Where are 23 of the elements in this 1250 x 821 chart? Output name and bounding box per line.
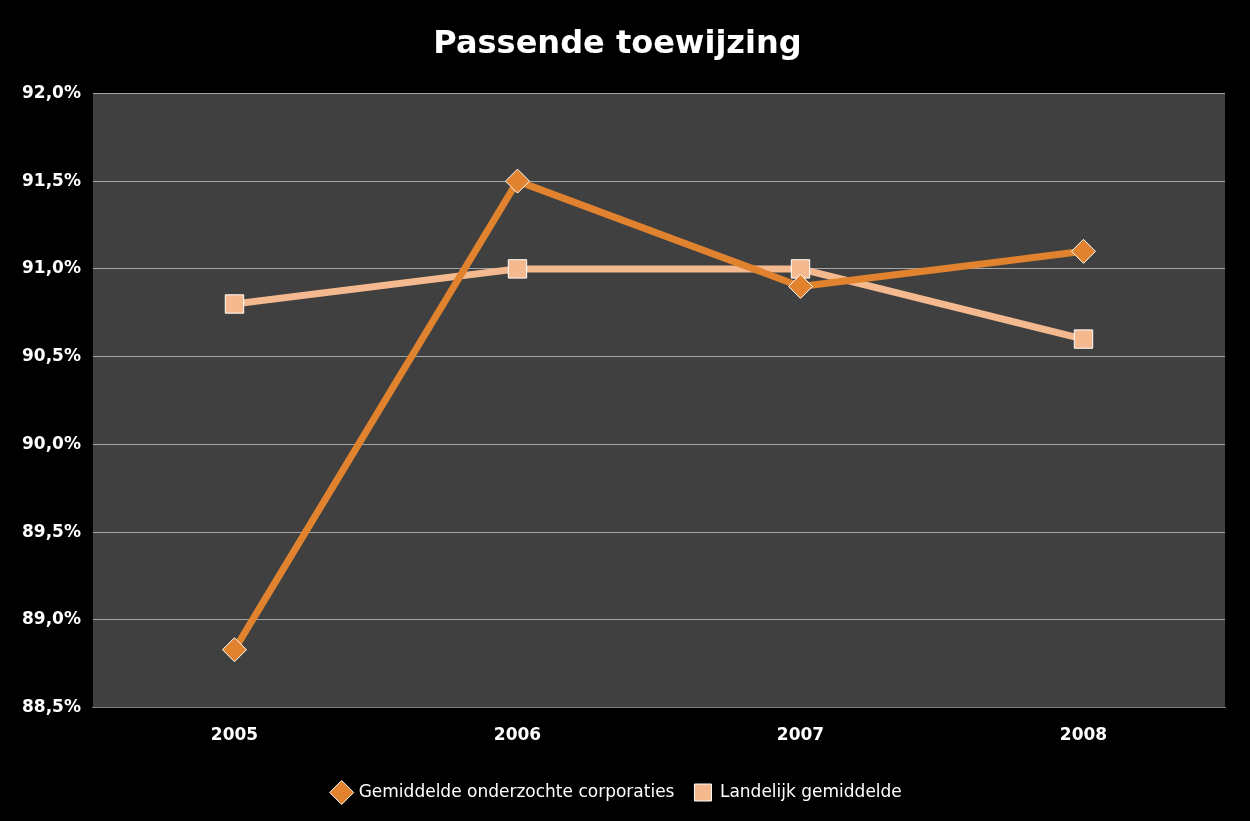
y-tick-label: 89,5% [21, 520, 81, 541]
chart-title: Passende toewijzing [433, 22, 802, 61]
point [224, 294, 245, 314]
x-tick-label: 2006 [493, 724, 542, 745]
point [790, 259, 811, 279]
y-tick-label: 88,5% [21, 696, 81, 717]
y-tick-label: 89,0% [21, 608, 81, 629]
point [787, 273, 813, 299]
legend-label: Gemiddelde onderzochte corporaties [358, 780, 675, 801]
point [221, 637, 247, 663]
legend-label: Landelijk gemiddelde [719, 780, 902, 801]
y-tick-label: 91,5% [21, 169, 81, 190]
point [1071, 238, 1096, 264]
point [507, 259, 528, 279]
x-tick-label: 2005 [210, 724, 259, 745]
x-tick-label: 2007 [776, 724, 825, 745]
y-tick-label: 92,0% [21, 81, 81, 102]
point [504, 168, 530, 194]
point [1073, 329, 1094, 349]
x-tick-label: 2008 [1059, 724, 1108, 745]
y-tick-label: 90,5% [21, 345, 81, 366]
y-tick-label: 90,0% [21, 432, 81, 453]
y-tick-label: 91,0% [21, 257, 81, 278]
